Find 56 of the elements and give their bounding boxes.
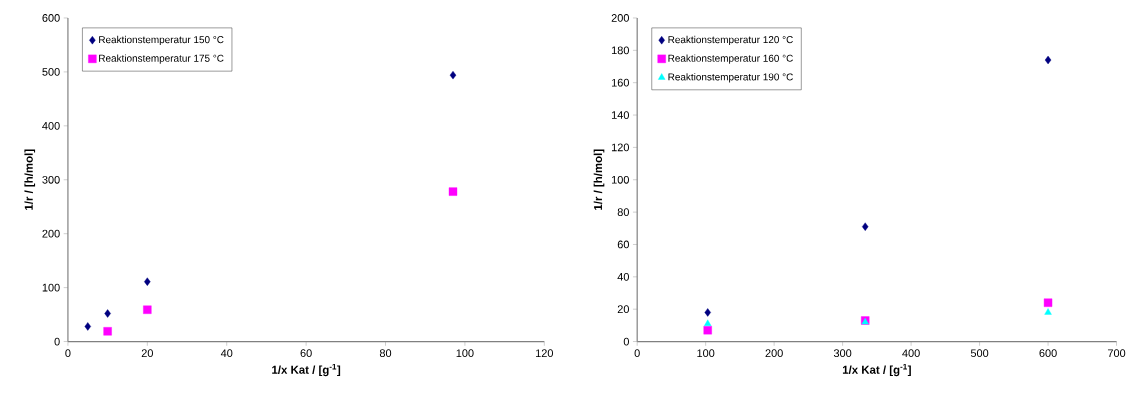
y-tick-label: 0 (54, 337, 60, 346)
point (84, 322, 91, 331)
y-tick-label: 20 (617, 305, 629, 313)
x-tick-label: 600 (1039, 349, 1057, 357)
x-tick-label: 500 (970, 349, 989, 357)
legend-label: Reaktionstemperatur 190 °C (668, 72, 793, 83)
y-tick-label: 500 (42, 67, 60, 76)
x-tick-label: 0 (65, 349, 71, 357)
legend-label: Reaktionstemperatur 175 °C (99, 54, 224, 64)
point (1044, 308, 1052, 315)
x-axis-title: 1/x Kat / [g$^{-1}$] (272, 363, 341, 376)
y-tick-label: 300 (42, 175, 60, 184)
x-tick-label: 200 (765, 349, 783, 357)
x-axis-title: 1/x Kat / [g$^{-1}$] (842, 363, 911, 376)
x-tick-label: 400 (902, 349, 920, 357)
legend-label: Reaktionstemperatur 150 °C (99, 35, 224, 45)
x-tick-label: 100 (697, 349, 715, 357)
y-tick-label: 200 (42, 229, 60, 238)
point (104, 309, 111, 318)
x-tick-label: 60 (300, 349, 312, 357)
y-axis-title: 1/r / [h/mol] (24, 149, 36, 210)
point (103, 326, 112, 336)
point (448, 187, 458, 196)
y-tick-label: 60 (617, 240, 629, 249)
y-tick-label: 200 (611, 13, 629, 22)
point (704, 319, 712, 326)
x-tick-label: 300 (833, 349, 852, 357)
x-tick-label: 120 (536, 349, 553, 357)
y-tick-label: 120 (611, 143, 629, 152)
y-tick-label: 100 (42, 283, 60, 292)
y-tick-label: 400 (42, 121, 60, 130)
point (703, 325, 712, 335)
point (704, 308, 711, 317)
y-tick-label: 600 (42, 13, 60, 22)
point (143, 305, 152, 314)
y-tick-label: 0 (623, 337, 629, 346)
y-tick-label: 180 (611, 46, 629, 54)
legend-label: Reaktionstemperatur 160 °C (668, 54, 793, 64)
x-tick-label: 20 (141, 349, 153, 357)
x-tick-label: 700 (1107, 349, 1126, 357)
y-axis-title: 1/r / [h/mol] (593, 149, 605, 210)
y-tick-label: 80 (617, 208, 629, 216)
point (449, 70, 457, 80)
x-tick-label: 80 (379, 349, 392, 357)
y-tick-label: 160 (611, 78, 629, 87)
point (862, 222, 869, 231)
y-tick-label: 100 (611, 175, 629, 184)
y-tick-label: 40 (617, 272, 629, 281)
point (1043, 298, 1053, 307)
x-tick-label: 0 (634, 349, 640, 357)
point (144, 277, 151, 286)
legend-label: Reaktionstemperatur 120 °C (668, 35, 793, 45)
point (1044, 55, 1052, 64)
y-tick-label: 140 (611, 110, 629, 119)
x-tick-label: 40 (220, 349, 233, 357)
x-tick-label: 100 (456, 349, 474, 357)
